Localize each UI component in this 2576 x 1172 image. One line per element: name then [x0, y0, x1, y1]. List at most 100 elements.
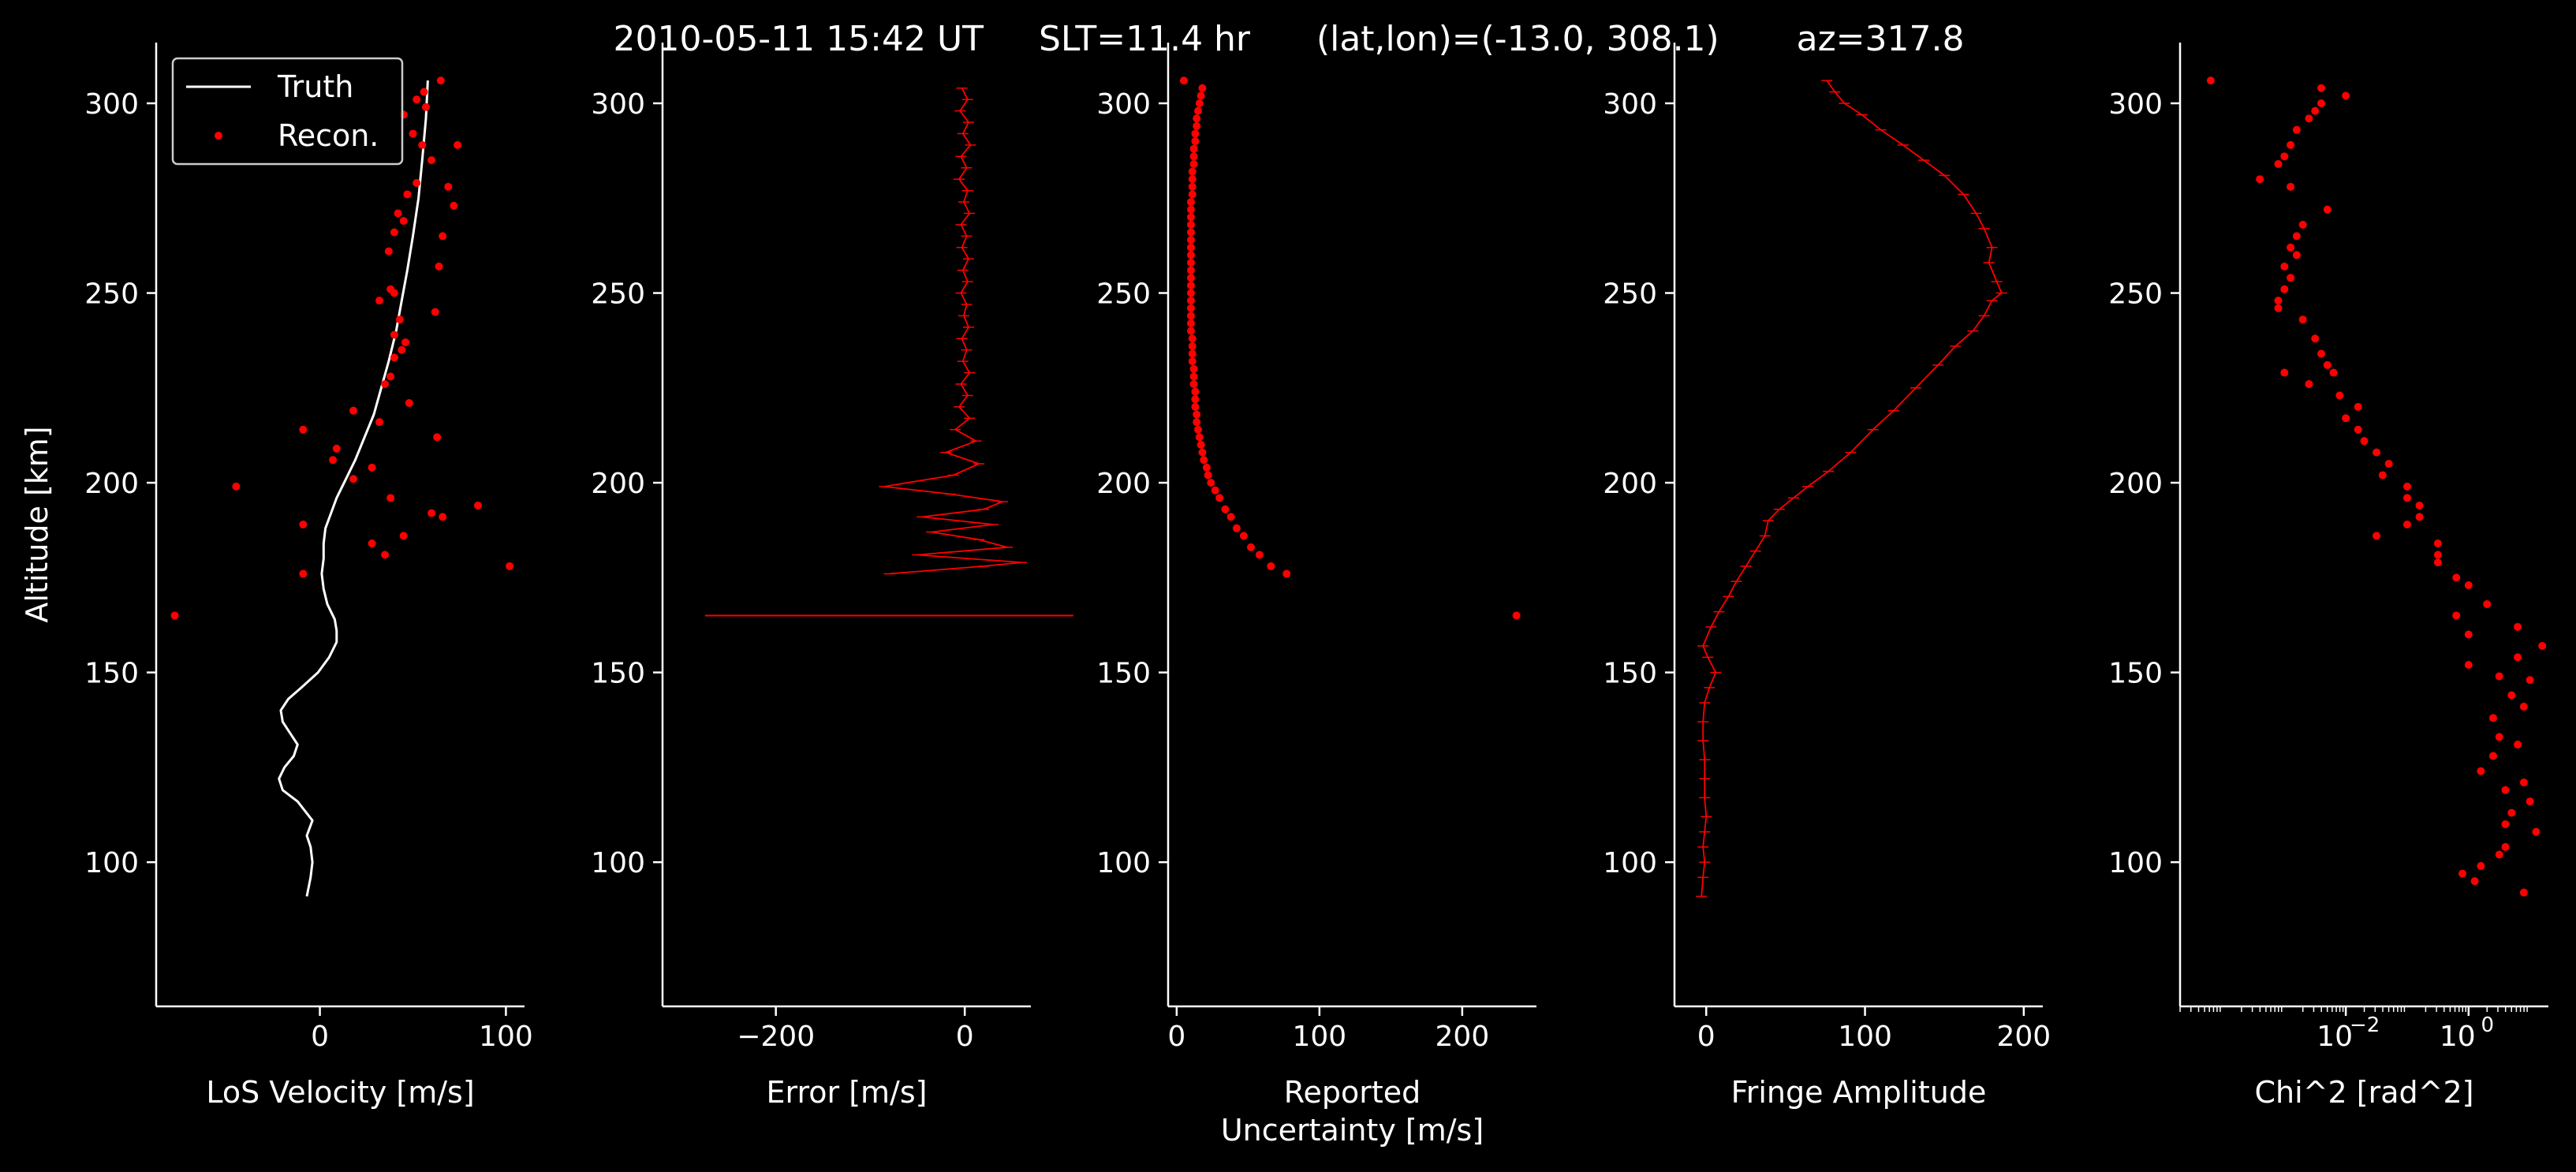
x-tick-label: 100	[1838, 1021, 1892, 1053]
data-point	[2280, 285, 2289, 293]
data-point	[2519, 778, 2528, 787]
data-point	[1186, 327, 1195, 335]
data-point	[398, 345, 406, 354]
data-point	[2433, 551, 2442, 559]
data-point	[1198, 448, 1207, 457]
data-point	[2495, 733, 2503, 741]
y-tick-label: 200	[1603, 468, 1657, 500]
data-point	[2274, 297, 2283, 305]
data-point	[1186, 213, 1195, 222]
data-point	[1186, 289, 1195, 297]
y-tick-label: 250	[1603, 278, 1657, 311]
data-point	[413, 179, 421, 188]
data-point	[329, 456, 338, 465]
data-point	[2342, 91, 2350, 100]
data-point	[2452, 611, 2461, 620]
data-point	[1193, 114, 1201, 123]
y-tick-label: 100	[2108, 847, 2163, 879]
data-point	[2298, 220, 2307, 229]
x-axis-label: Error [m/s]	[767, 1075, 928, 1110]
data-point	[1186, 236, 1195, 244]
data-point	[427, 509, 436, 517]
data-point	[474, 501, 483, 509]
data-point	[368, 463, 376, 472]
figure-title: 2010-05-11 15:42 UT SLT=11.4 hr (lat,lon…	[613, 19, 1964, 59]
y-tick-label: 100	[1096, 847, 1151, 879]
data-point	[2360, 437, 2369, 446]
data-point	[1179, 77, 1188, 85]
y-tick-label: 100	[1603, 847, 1657, 879]
y-tick-label: 200	[1096, 468, 1151, 500]
x-tick-label: 100	[1293, 1021, 1347, 1053]
data-point	[1193, 410, 1201, 419]
data-point	[2526, 797, 2534, 806]
data-point	[2519, 888, 2528, 897]
data-point	[368, 539, 376, 548]
data-point	[1189, 144, 1198, 153]
data-point	[1226, 513, 1235, 521]
data-point	[395, 315, 404, 324]
data-point	[427, 156, 436, 165]
data-point	[1239, 532, 1248, 540]
data-point	[2354, 425, 2362, 434]
x-tick-label: 10	[2440, 1021, 2476, 1053]
data-point	[170, 611, 179, 620]
data-point	[2311, 106, 2320, 115]
data-point	[1188, 190, 1197, 199]
x-tick-label: 0	[311, 1021, 329, 1053]
x-tick-label: −200	[737, 1021, 815, 1053]
data-point	[405, 399, 413, 408]
data-point	[1191, 129, 1200, 138]
data-point	[349, 475, 358, 483]
y-tick-label: 150	[1096, 658, 1151, 690]
data-point	[390, 228, 398, 237]
data-point	[444, 182, 453, 191]
data-point	[2519, 702, 2528, 711]
data-point	[1189, 372, 1198, 381]
data-point	[381, 379, 390, 388]
data-point	[2458, 869, 2467, 878]
data-point	[399, 532, 408, 540]
data-point	[1186, 266, 1195, 274]
x-axis-label: Reported	[1284, 1075, 1421, 1110]
data-point	[1232, 524, 1241, 532]
y-tick-label: 150	[84, 658, 139, 690]
data-point	[1188, 357, 1197, 366]
data-point	[1267, 562, 1275, 570]
y-tick-label: 200	[84, 468, 139, 500]
data-point	[349, 406, 358, 415]
data-point	[2507, 808, 2516, 817]
data-point	[1246, 543, 1255, 551]
panel-reported-uncertainty: 100 150 200 250 300 0 100 200 ReportedUncertaint…	[1096, 43, 1536, 1148]
y-tick-label: 300	[2108, 88, 2163, 121]
data-point	[299, 425, 308, 434]
x-tick-exponent: −2	[2350, 1013, 2380, 1037]
data-point	[2317, 349, 2326, 358]
data-point	[1188, 167, 1197, 176]
data-point	[1186, 274, 1195, 282]
data-point	[2256, 175, 2264, 184]
series-reported-uncertainty-0	[1179, 77, 1521, 620]
data-point	[2433, 558, 2442, 567]
y-tick-label: 300	[84, 88, 139, 121]
data-point	[2477, 861, 2485, 870]
data-point	[1221, 505, 1230, 513]
data-point	[2495, 850, 2503, 859]
data-point	[420, 88, 428, 96]
data-point	[1191, 387, 1200, 396]
data-point	[1197, 91, 1205, 100]
x-axis-label: LoS Velocity [m/s]	[206, 1075, 474, 1110]
y-tick-label: 250	[591, 278, 645, 311]
data-point	[1186, 220, 1195, 229]
y-tick-label: 250	[84, 278, 139, 311]
data-point	[2532, 827, 2541, 836]
data-point	[1215, 494, 1224, 502]
legend: Truth Recon.	[171, 57, 404, 166]
data-point	[1186, 304, 1195, 312]
data-point	[2538, 641, 2547, 650]
data-point	[1193, 121, 1201, 130]
x-tick-exponent: 0	[2481, 1013, 2495, 1037]
x-tick-label: 100	[479, 1021, 533, 1053]
data-point	[394, 209, 402, 218]
data-point	[2287, 274, 2295, 282]
